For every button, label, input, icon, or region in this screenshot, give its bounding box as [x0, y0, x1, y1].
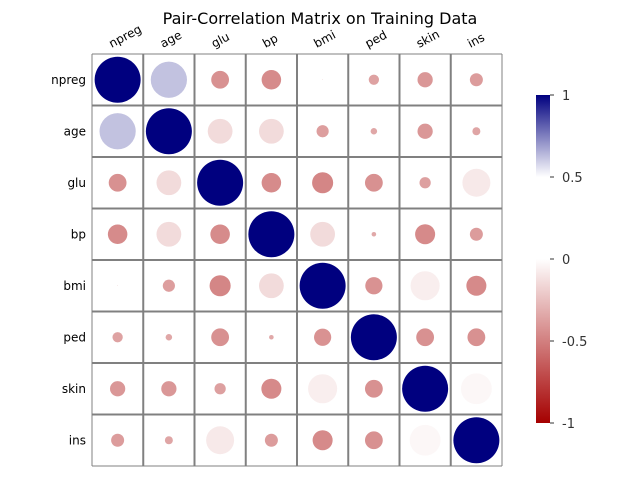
corr-circle-ins-skin: [409, 424, 441, 456]
corr-circle-age-ins: [472, 127, 481, 136]
corr-circle-glu-glu: [197, 159, 244, 206]
corr-circle-skin-age: [161, 381, 177, 397]
corr-circle-skin-bmi: [308, 374, 338, 404]
corr-circle-bp-npreg: [107, 224, 128, 245]
colorbar-gradient: [536, 95, 550, 423]
corr-circle-ped-npreg: [112, 332, 123, 343]
y-tick-label: age: [64, 124, 86, 138]
corr-circle-bmi-npreg: [117, 285, 118, 287]
y-tick-label: ped: [63, 330, 86, 344]
corr-circle-skin-ins: [460, 373, 492, 405]
corr-circle-ins-npreg: [111, 433, 125, 447]
corr-circle-glu-npreg: [108, 173, 127, 192]
corr-circle-skin-ped: [364, 379, 383, 398]
corr-circle-ins-bp: [264, 433, 278, 447]
corr-circle-ins-glu: [206, 426, 235, 455]
corr-circle-ped-age: [165, 333, 173, 341]
x-tick-label: bp: [260, 31, 280, 51]
correlation-circles: [94, 56, 500, 464]
corr-circle-skin-glu: [214, 383, 226, 395]
y-tick-label: glu: [67, 176, 86, 190]
corr-circle-glu-skin: [419, 177, 431, 189]
corr-circle-ped-bmi: [314, 328, 332, 346]
corr-circle-bp-bmi: [310, 221, 336, 247]
colorbar-tick-label: 1: [562, 89, 570, 104]
corr-circle-glu-ped: [364, 173, 383, 192]
corr-circle-ped-glu: [211, 328, 230, 347]
corr-circle-ped-bp: [269, 334, 274, 340]
corr-circle-ped-skin: [416, 328, 435, 347]
corr-circle-skin-npreg: [109, 381, 126, 397]
corr-circle-age-bmi: [316, 125, 329, 138]
corr-circle-age-ped: [370, 127, 378, 135]
corr-circle-age-bp: [258, 118, 284, 144]
corr-circle-bp-skin: [415, 224, 436, 245]
corr-circle-bmi-skin: [410, 271, 440, 301]
x-tick-label: ped: [363, 28, 390, 51]
corr-circle-ins-ins: [453, 417, 500, 464]
corr-circle-bmi-glu: [209, 275, 231, 297]
y-tick-label: bmi: [63, 279, 86, 293]
corr-circle-npreg-ped: [368, 74, 380, 85]
colorbar-tick-label: 0.5: [562, 171, 583, 186]
corr-circle-glu-age: [156, 170, 182, 196]
corr-circle-age-glu: [207, 118, 233, 144]
colorbar: 1 0.5 0 -0.5 -1: [536, 89, 587, 432]
colorbar-tick-label: -0.5: [562, 335, 587, 350]
corr-circle-bp-glu: [210, 224, 230, 245]
chart-title: Pair-Correlation Matrix on Training Data: [163, 9, 478, 28]
y-tick-label: skin: [62, 382, 86, 396]
corr-circle-npreg-ins: [469, 73, 483, 87]
corr-circle-ins-ped: [364, 431, 383, 450]
corr-circle-glu-bp: [261, 172, 282, 193]
corr-circle-bmi-ped: [365, 277, 383, 295]
corr-circle-ped-ins: [467, 328, 486, 347]
corr-circle-npreg-bp: [261, 69, 282, 90]
x-tick-label: ins: [465, 30, 487, 50]
y-tick-label: npreg: [51, 73, 86, 87]
corr-circle-bmi-ins: [466, 275, 487, 296]
x-tick-label: age: [158, 28, 184, 51]
corr-circle-bp-ins: [469, 227, 483, 241]
y-tick-labels: npreg age glu bp bmi ped skin ins: [51, 73, 86, 448]
x-tick-label: bmi: [311, 28, 338, 51]
corr-circle-bp-age: [156, 221, 182, 247]
corr-circle-age-age: [145, 108, 192, 155]
corr-circle-age-npreg: [99, 113, 136, 150]
corr-circle-bp-ped: [371, 231, 377, 237]
colorbar-tick-label: -1: [562, 417, 575, 432]
corr-circle-age-skin: [417, 123, 433, 139]
corr-circle-bmi-bp: [258, 273, 284, 299]
corr-circle-skin-skin: [402, 365, 449, 412]
corr-circle-glu-bmi: [312, 172, 334, 194]
y-tick-label: ins: [69, 433, 86, 447]
y-tick-label: bp: [71, 227, 86, 241]
corr-circle-ped-ped: [350, 314, 397, 361]
x-tick-label: npreg: [106, 22, 143, 51]
corr-circle-npreg-bmi: [322, 79, 323, 81]
x-tick-label: skin: [414, 27, 442, 51]
corr-circle-ins-bmi: [312, 430, 333, 451]
corr-circle-bp-bp: [248, 211, 295, 258]
corr-circle-npreg-skin: [417, 72, 433, 88]
corr-circle-npreg-age: [150, 61, 187, 98]
corr-circle-npreg-npreg: [94, 56, 141, 103]
corr-circle-npreg-glu: [211, 70, 230, 89]
corr-circle-skin-bp: [261, 378, 282, 399]
corr-circle-glu-ins: [462, 168, 491, 197]
corr-circle-bmi-bmi: [299, 262, 346, 309]
corr-circle-bmi-age: [162, 279, 175, 292]
colorbar-tick-label: 0: [562, 253, 570, 268]
corr-circle-ins-age: [164, 436, 173, 445]
x-tick-label: glu: [209, 30, 232, 51]
matrix-grid: [91, 53, 503, 467]
